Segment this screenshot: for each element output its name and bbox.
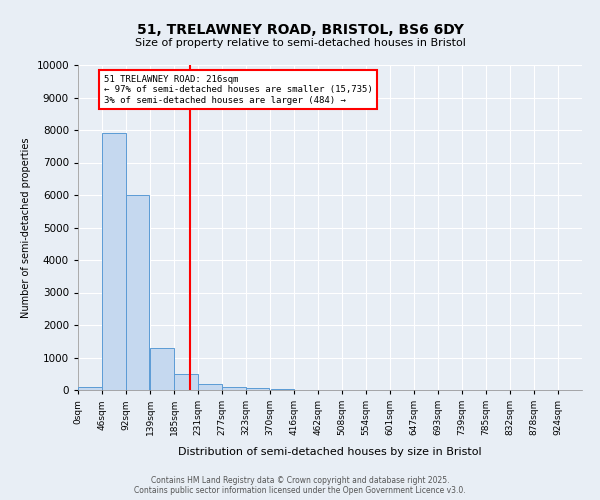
Text: Size of property relative to semi-detached houses in Bristol: Size of property relative to semi-detach… <box>134 38 466 48</box>
Text: 51, TRELAWNEY ROAD, BRISTOL, BS6 6DY: 51, TRELAWNEY ROAD, BRISTOL, BS6 6DY <box>137 22 463 36</box>
Bar <box>175 374 198 390</box>
Bar <box>102 133 125 390</box>
Bar <box>126 195 149 390</box>
Y-axis label: Number of semi-detached properties: Number of semi-detached properties <box>21 137 31 318</box>
X-axis label: Distribution of semi-detached houses by size in Bristol: Distribution of semi-detached houses by … <box>178 446 482 456</box>
Text: Contains HM Land Registry data © Crown copyright and database right 2025.
Contai: Contains HM Land Registry data © Crown c… <box>134 476 466 495</box>
Bar <box>78 387 101 390</box>
Bar <box>246 388 269 390</box>
Bar <box>151 348 174 390</box>
Bar <box>222 387 245 390</box>
Bar <box>198 384 221 390</box>
Text: 51 TRELAWNEY ROAD: 216sqm
← 97% of semi-detached houses are smaller (15,735)
3% : 51 TRELAWNEY ROAD: 216sqm ← 97% of semi-… <box>104 74 373 104</box>
